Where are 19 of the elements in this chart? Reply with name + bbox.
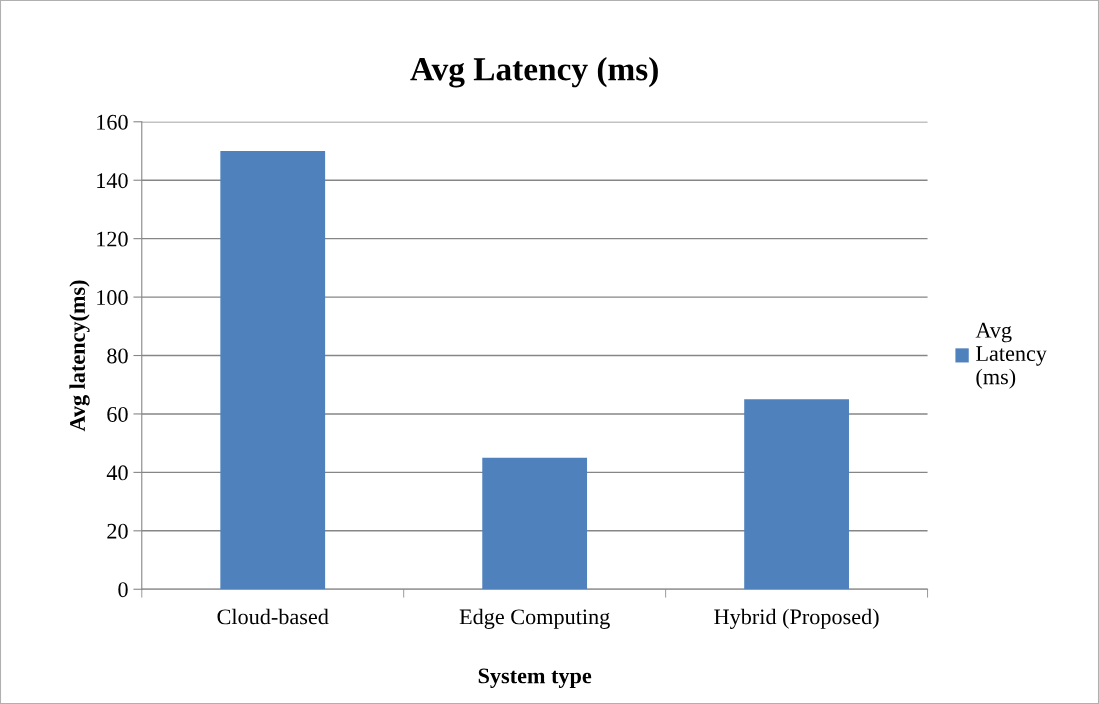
y-tick-label: 60 — [107, 406, 128, 422]
y-tick-label: 120 — [97, 231, 128, 247]
y-tick-label: 160 — [97, 114, 128, 130]
legend-label: Avg Latency (ms) — [975, 322, 1047, 389]
bar — [482, 457, 588, 590]
y-tick-label: 140 — [97, 173, 128, 189]
y-axis-title: Avg latency(ms) — [69, 280, 90, 432]
y-tick-label: 100 — [97, 290, 128, 306]
chart-title: Avg Latency (ms) — [410, 57, 658, 88]
y-tick-label: 40 — [106, 465, 128, 481]
x-axis-title: System type — [478, 668, 592, 688]
x-tick-label: Cloud-based — [217, 608, 329, 625]
x-tick-label: Hybrid (Proposed) — [714, 608, 879, 629]
y-tick-label: 20 — [107, 523, 128, 539]
x-tick-label: Edge Computing — [459, 608, 610, 629]
bar — [220, 151, 326, 590]
y-tick-label: 0 — [118, 582, 128, 598]
y-tick-label: 80 — [107, 348, 128, 364]
bar — [744, 399, 849, 590]
